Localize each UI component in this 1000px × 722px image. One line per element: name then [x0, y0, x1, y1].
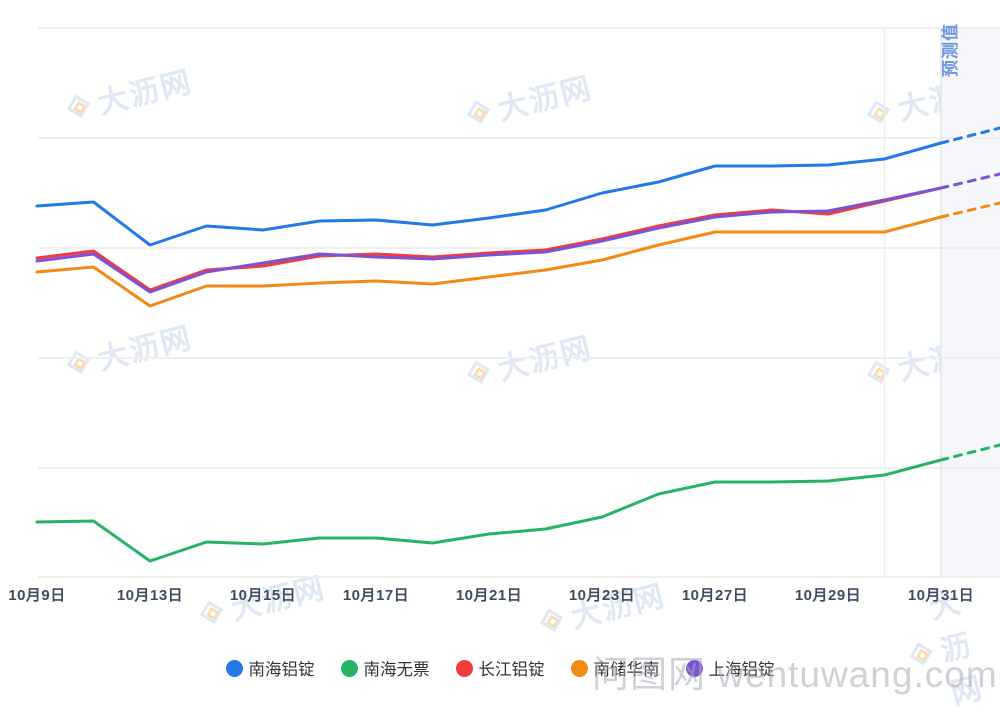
series-line-3	[35, 215, 943, 308]
x-axis-label: 10月27日	[681, 587, 749, 604]
series-forecast-dash-3	[939, 201, 1000, 219]
legend-dot-icon	[340, 659, 358, 677]
series-line-1	[35, 458, 943, 563]
series-forecast-dash-1	[939, 443, 1000, 462]
legend-label: 南海铝锭	[248, 661, 315, 679]
x-axis-label: 10月17日	[342, 587, 410, 604]
legend-item-3[interactable]: 南储华南	[570, 656, 660, 680]
legend-label: 长江铝锭	[478, 661, 545, 679]
x-axis-label: 10月13日	[116, 587, 184, 604]
legend-dot-icon	[225, 659, 243, 677]
legend-label: 上海铝锭	[708, 661, 775, 679]
legend-label: 南储华南	[593, 661, 660, 679]
series-line-0	[35, 141, 943, 247]
legend-item-4[interactable]: 上海铝锭	[685, 656, 775, 680]
series-forecast-dash-0	[939, 126, 1000, 145]
legend-dot-icon	[685, 659, 703, 677]
series-forecast-dash-4	[939, 172, 1000, 190]
chart-legend: 南海铝锭 南海无票 长江铝锭 南储华南 上海铝锭	[0, 656, 1000, 680]
legend-dot-icon	[455, 659, 473, 677]
x-axis-label: 10月23日	[568, 587, 636, 604]
x-axis-label: 10月29日	[794, 587, 862, 604]
x-axis-label: 10月15日	[229, 587, 297, 604]
series-line-4	[35, 186, 943, 294]
forecast-zone	[941, 28, 1000, 577]
legend-item-0[interactable]: 南海铝锭	[225, 656, 315, 680]
chart-area[interactable]	[0, 0, 1000, 650]
x-axis-label: 10月31日	[907, 587, 975, 604]
legend-item-2[interactable]: 长江铝锭	[455, 656, 545, 680]
series-line-2	[35, 186, 943, 292]
legend-item-1[interactable]: 南海无票	[340, 656, 430, 680]
forecast-zone-label: 预测值	[941, 23, 960, 77]
x-axis-label: 10月21日	[455, 587, 523, 604]
x-axis-label: 10月9日	[8, 587, 66, 604]
legend-dot-icon	[570, 659, 588, 677]
legend-label: 南海无票	[363, 661, 430, 679]
